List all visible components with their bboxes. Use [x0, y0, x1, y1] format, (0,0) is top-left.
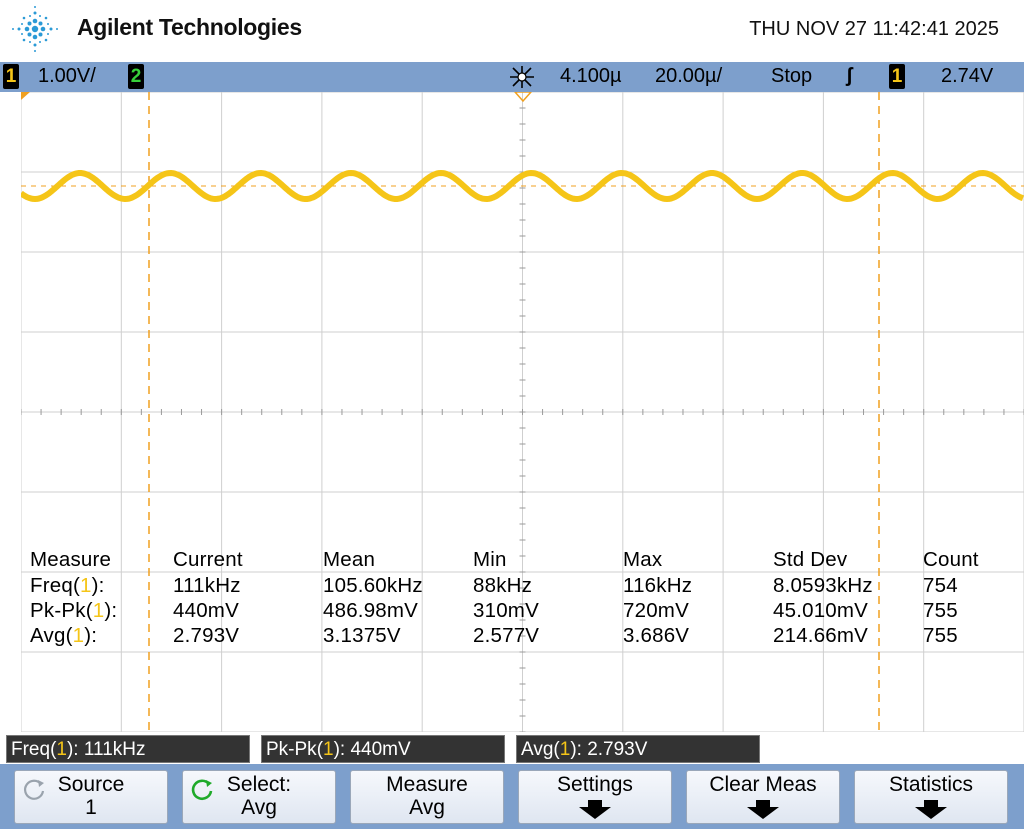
settings-label: Settings [557, 773, 633, 796]
table-row-label: Pk-Pk(1): [30, 599, 118, 622]
measure-softkey[interactable]: Measure Avg [350, 770, 504, 824]
channel-1-indicator[interactable]: 1 [3, 64, 19, 89]
avg-count: 755 [923, 624, 958, 647]
channel-1-scale: 1.00V/ [38, 65, 96, 87]
table-row-label: Freq(1): [30, 574, 105, 597]
table-row-label: Avg(1): [30, 624, 98, 647]
freq-count: 754 [923, 574, 958, 597]
channel-2-indicator[interactable]: 2 [128, 64, 144, 89]
trigger-slope-icon: ʃ [846, 65, 853, 87]
readout-pkpk: Pk-Pk(1): 440mV [261, 735, 505, 763]
submenu-arrow-icon [915, 800, 947, 819]
measure-label: Measure [386, 773, 468, 796]
pkpk-stddev: 45.010mV [773, 599, 869, 622]
timebase-scale: 20.00µ/ [655, 65, 723, 87]
header-max: Max [623, 548, 663, 571]
readout-freq: Freq(1): 111kHz [6, 735, 250, 763]
softkey-bar [0, 764, 1024, 829]
freq-current: 111kHz [173, 574, 241, 597]
avg-current: 2.793V [173, 624, 240, 647]
pkpk-current: 440mV [173, 599, 239, 622]
run-state: Stop [771, 65, 813, 87]
statistics-label: Statistics [888, 773, 974, 796]
clear-meas-softkey[interactable]: Clear Meas [686, 770, 840, 824]
header-count: Count [923, 548, 979, 571]
avg-max: 3.686V [623, 624, 690, 647]
statistics-softkey[interactable]: Statistics [854, 770, 1008, 824]
header-stddev: Std Dev [773, 548, 848, 571]
select-value: Avg [241, 796, 277, 819]
header-current: Current [173, 548, 243, 571]
trigger-source-indicator: 1 [889, 64, 905, 89]
trigger-level: 2.74V [941, 65, 994, 87]
entry-knob-icon [191, 779, 213, 801]
measure-value: Avg [409, 796, 445, 819]
avg-stddev: 214.66mV [773, 624, 869, 647]
horizontal-delay: 4.100µ [560, 65, 622, 87]
trigger-position-marker-icon [513, 92, 533, 103]
readout-avg: Avg(1): 2.793V [516, 735, 760, 763]
source-value: 1 [85, 796, 97, 819]
clear-meas-label: Clear Meas [709, 773, 817, 796]
header: Agilent Technologies THU NOV 27 11:42:41… [0, 0, 1024, 62]
graticule-center-ticks [21, 92, 1024, 732]
avg-min: 2.577V [473, 624, 540, 647]
acquisition-sparkle-icon [510, 66, 534, 88]
submenu-arrow-icon [747, 800, 779, 819]
header-mean: Mean [323, 548, 376, 571]
freq-max: 116kHz [623, 574, 693, 597]
header-min: Min [473, 548, 507, 571]
pkpk-count: 755 [923, 599, 958, 622]
avg-mean: 3.1375V [323, 624, 401, 647]
datetime: THU NOV 27 11:42:41 2025 [749, 18, 999, 40]
pkpk-mean: 486.98mV [323, 599, 419, 622]
freq-mean: 105.60kHz [323, 574, 423, 597]
waveform-display[interactable]: T 1 [21, 92, 1024, 732]
left-marker-icon [21, 92, 30, 100]
pkpk-min: 310mV [473, 599, 539, 622]
entry-knob-icon [23, 779, 45, 800]
select-softkey[interactable]: Select: Avg [182, 770, 336, 824]
agilent-spark-logo-icon [12, 6, 58, 52]
brand-name: Agilent Technologies [77, 14, 302, 40]
channel-1-waveform [21, 170, 1024, 202]
freq-stddev: 8.0593kHz [773, 574, 873, 597]
cursor-lines [148, 92, 880, 732]
select-label: Select: [226, 773, 292, 796]
submenu-arrow-icon [579, 800, 611, 819]
pkpk-max: 720mV [623, 599, 689, 622]
settings-softkey[interactable]: Settings [518, 770, 672, 824]
source-label: Source [57, 773, 125, 796]
status-bar: 1 1.00V/ 2 4.100µ 20.00µ/ Stop ʃ 1 2.74V [0, 62, 1024, 92]
freq-min: 88kHz [473, 574, 533, 597]
header-measure: Measure [30, 548, 112, 571]
source-softkey[interactable]: Source 1 [14, 770, 168, 824]
